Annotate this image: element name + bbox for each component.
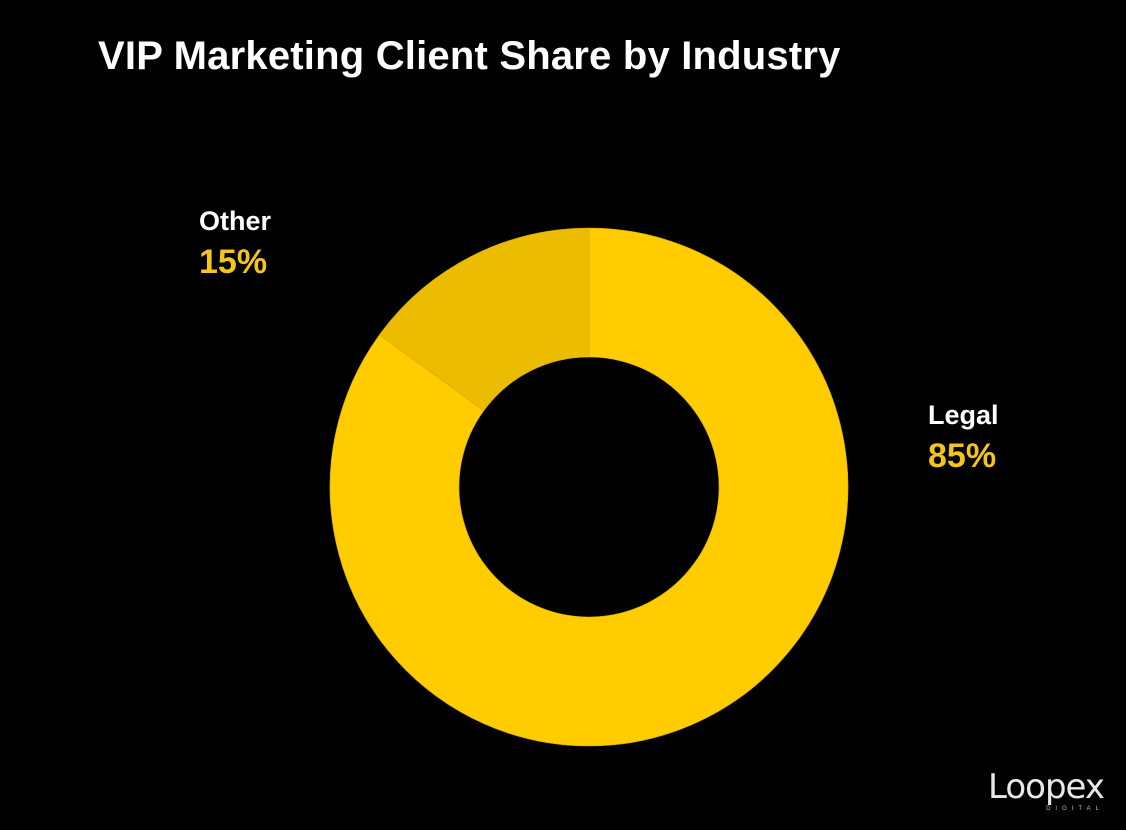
donut-slices <box>329 227 849 747</box>
logo-wordmark: Loopex <box>988 767 1105 807</box>
donut-slice-other <box>379 227 590 412</box>
slice-label-legal: Legal 85% <box>928 400 999 475</box>
slice-label-other: Other 15% <box>199 206 272 281</box>
logo-subtext: DIGITAL <box>1046 806 1104 812</box>
slice-name-legal: Legal <box>928 400 999 430</box>
chart-title: VIP Marketing Client Share by Industry <box>98 34 841 78</box>
loopex-logo: Loopex DIGITAL <box>988 767 1105 812</box>
slice-value-other: 15% <box>199 243 268 281</box>
slice-name-other: Other <box>199 206 272 236</box>
slice-value-legal: 85% <box>928 437 997 475</box>
donut-slice-legal <box>329 227 849 747</box>
